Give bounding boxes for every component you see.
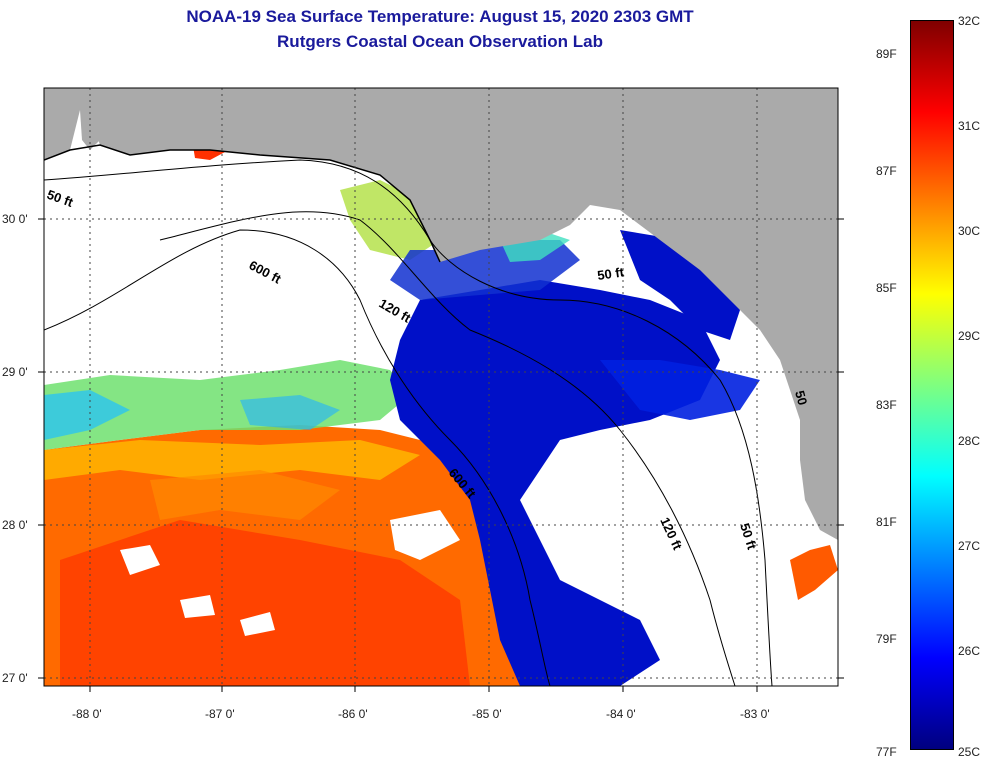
cool-water-region-2 — [620, 230, 740, 340]
map-title: NOAA-19 Sea Surface Temperature: August … — [186, 7, 694, 26]
lat-tick-label: 29 0' — [2, 365, 28, 379]
cyan-water-band-2 — [240, 395, 340, 430]
colorbar-fahrenheit-label: 77F — [876, 745, 897, 759]
colorbar-fahrenheit-label: 83F — [876, 398, 897, 412]
lon-tick-label: -87 0' — [205, 707, 235, 721]
colorbar-fahrenheit-label: 85F — [876, 281, 897, 295]
lon-tick-label: -86 0' — [338, 707, 368, 721]
colorbar-celsius-label: 32C — [958, 14, 981, 28]
bathymetry-contours — [44, 159, 773, 686]
lon-tick-label: -84 0' — [606, 707, 636, 721]
cyan-water-band — [44, 390, 130, 440]
colorbar-celsius-label: 28C — [958, 434, 981, 448]
lon-tick-label: -88 0' — [72, 707, 102, 721]
colorbar-celsius-label: 30C — [958, 224, 981, 238]
colorbar-celsius-label: 26C — [958, 644, 981, 658]
lon-tick-label: -83 0' — [740, 707, 770, 721]
colorbar-celsius-label: 25C — [958, 745, 981, 759]
tick-marks — [38, 218, 844, 692]
colorbar-fahrenheit-label: 81F — [876, 515, 897, 529]
lat-tick-label: 30 0' — [2, 212, 28, 226]
colorbar-fahrenheit-label: 87F — [876, 164, 897, 178]
cloud-hole — [390, 510, 460, 560]
offshore-warm-patch — [790, 545, 838, 600]
hot-water-patch — [60, 520, 470, 686]
colorbar-celsius-label: 31C — [958, 119, 981, 133]
orange-midwater — [150, 470, 340, 520]
cloud-hole — [240, 612, 275, 636]
grid-lines — [44, 88, 838, 686]
contour-label: 50 — [792, 389, 810, 407]
lat-tick-label: 27 0' — [2, 671, 28, 685]
map-subtitle: Rutgers Coastal Ocean Observation Lab — [277, 32, 603, 51]
yellow-water-band — [44, 440, 420, 480]
mixed-water-band — [44, 360, 410, 450]
colorbar-celsius-label: 27C — [958, 539, 981, 553]
lon-tick-label: -85 0' — [472, 707, 502, 721]
cloud-hole — [180, 595, 215, 618]
lat-tick-label: 28 0' — [2, 518, 28, 532]
colorbar-fahrenheit-label: 79F — [876, 632, 897, 646]
cloud-hole — [120, 545, 160, 575]
land-panhandle — [44, 88, 838, 540]
contour-label: 50 ft — [596, 264, 625, 283]
colorbar-fahrenheit-label: 89F — [876, 47, 897, 61]
temperature-colorbar — [910, 20, 954, 750]
colorbar-celsius-label: 29C — [958, 329, 981, 343]
cool-water-region-3 — [600, 360, 760, 420]
plot-frame — [43, 87, 839, 687]
coastline — [44, 144, 441, 263]
land-bay — [80, 108, 100, 150]
